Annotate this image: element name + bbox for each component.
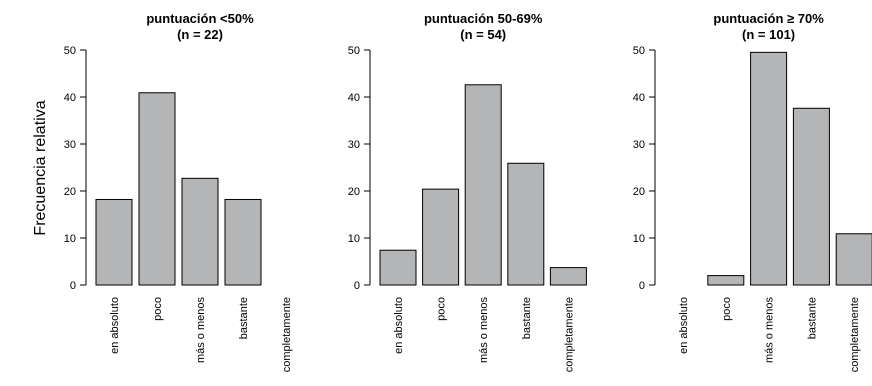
y-tick-label: 30 [633, 139, 645, 151]
bar-1 [379, 249, 417, 286]
bar-4 [224, 198, 262, 286]
category-label: bastante [521, 297, 533, 339]
y-tick-label: 10 [633, 233, 645, 245]
category-label: poco [152, 297, 164, 321]
y-tick-label: 40 [633, 92, 645, 104]
category-label: en absoluto [109, 297, 121, 354]
category-label: en absoluto [393, 297, 405, 354]
category-label: bastante [238, 297, 250, 339]
y-tick-label: 10 [348, 233, 360, 245]
bar-3 [750, 51, 788, 286]
bar-3 [181, 177, 219, 286]
category-label: completamente [563, 297, 575, 372]
category-label: poco [721, 297, 733, 321]
chart-title: puntuación ≥ 70% [713, 11, 824, 26]
y-tick-label: 40 [348, 92, 360, 104]
y-tick-label: 30 [64, 139, 76, 151]
bar-1 [95, 198, 133, 286]
bar-5 [835, 233, 872, 286]
category-label: más o menos [195, 297, 207, 364]
chart-title: puntuación <50% [146, 11, 254, 26]
y-tick-label: 50 [348, 45, 360, 57]
y-axis-label: Frecuencia relativa [32, 100, 49, 235]
category-label: en absoluto [678, 297, 690, 354]
y-tick-label: 50 [64, 45, 76, 57]
bar-5 [549, 267, 587, 286]
bar-2 [707, 275, 745, 286]
category-label: más o menos [478, 297, 490, 364]
category-label: completamente [281, 297, 293, 372]
y-tick-label: 40 [64, 92, 76, 104]
bar-2 [138, 92, 176, 286]
chart-subtitle: (n = 101) [742, 27, 795, 42]
chart-panel-3: puntuación ≥ 70%(n = 101) 0 10 20 30 40 50 en a… [633, 11, 872, 372]
y-tick-label: 0 [354, 280, 360, 292]
category-label: más o menos [764, 297, 776, 364]
y-tick-label: 50 [633, 45, 645, 57]
bar-2 [422, 188, 460, 286]
category-label: completamente [849, 297, 861, 372]
y-tick-label: 20 [633, 186, 645, 198]
category-label: bastante [806, 297, 818, 339]
bar-4 [792, 107, 830, 286]
chart-subtitle: (n = 54) [460, 27, 506, 42]
y-tick-label: 0 [70, 280, 76, 292]
category-label: poco [436, 297, 448, 321]
chart-panel-2: puntuación 50-69%(n = 54) 0 10 20 30 40 50 en a… [348, 11, 587, 372]
y-tick-label: 20 [64, 186, 76, 198]
y-tick-label: 10 [64, 233, 76, 245]
y-tick-label: 0 [639, 280, 645, 292]
chart-subtitle: (n = 22) [177, 27, 223, 42]
y-tick-label: 20 [348, 186, 360, 198]
bar-4 [507, 162, 545, 286]
y-tick-label: 30 [348, 139, 360, 151]
bar-3 [464, 84, 502, 286]
chart-title: puntuación 50-69% [424, 11, 543, 26]
chart-panel-1: puntuación <50%(n = 22) 0 10 20 30 40 50 en abs… [64, 11, 293, 372]
